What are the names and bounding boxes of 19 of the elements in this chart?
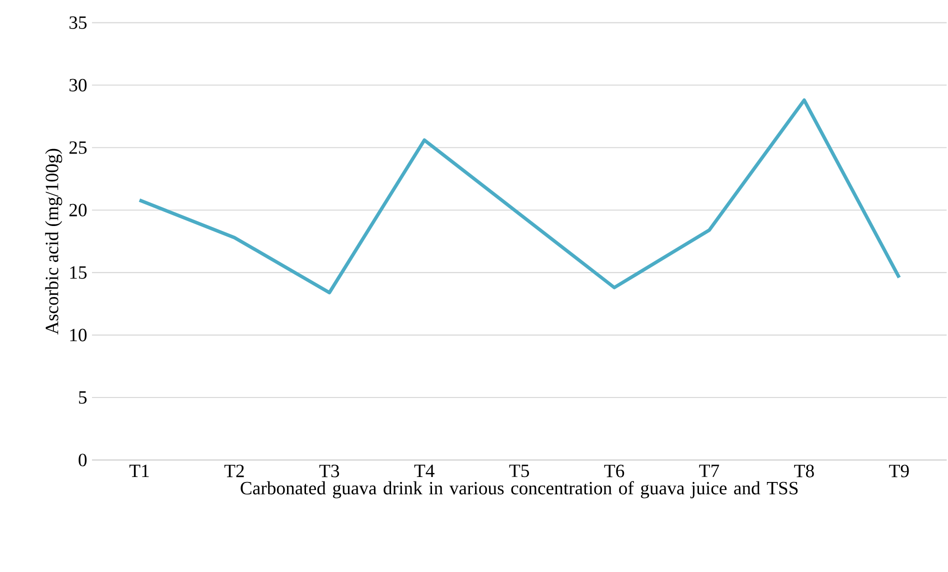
y-tick-label: 35 — [70, 16, 87, 29]
x-tick-label: T5 — [509, 464, 529, 478]
x-tick-label: T1 — [129, 464, 149, 478]
x-tick-label: T4 — [414, 464, 434, 477]
y-axis-title: Ascorbic acid (mg/100g) — [45, 148, 62, 334]
x-axis-title: Carbonated guava drink in various concentration of guava juice and TSS — [240, 481, 798, 498]
y-tick-label: 10 — [70, 328, 87, 342]
y-tick-label: 5 — [79, 391, 87, 404]
y-tick-label: 15 — [70, 266, 87, 279]
x-tick-label: T6 — [604, 464, 624, 478]
y-tick-label: 30 — [70, 78, 87, 92]
x-tick-label: T2 — [224, 464, 244, 478]
x-tick-label: T9 — [889, 464, 909, 478]
y-tick-label: 0 — [78, 454, 87, 466]
y-tick-label: 25 — [69, 141, 87, 154]
x-tick-label: T8 — [794, 464, 814, 478]
x-tick-label: T7 — [699, 464, 720, 477]
x-tick-label: T3 — [319, 464, 340, 478]
y-tick-label: 20 — [69, 204, 87, 216]
